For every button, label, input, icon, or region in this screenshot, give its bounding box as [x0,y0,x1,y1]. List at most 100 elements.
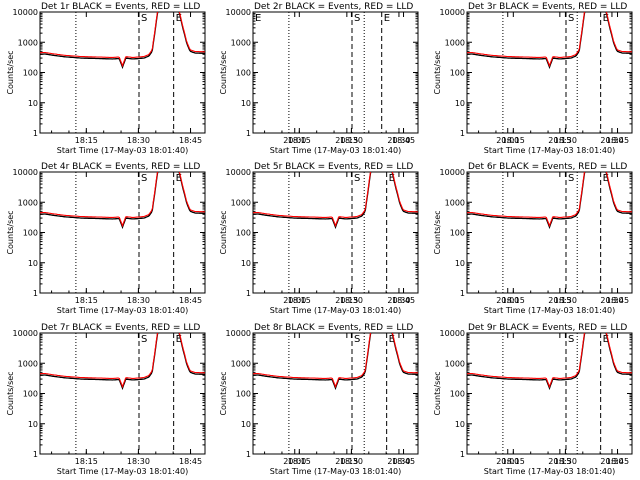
detector-panel-2: Det 2r BLACK = Events, RED = LLD 1 10 100 10… [219,2,623,155]
y-axis-label: Counts/sec [6,50,15,94]
x-tick-label: 18:30 [340,457,363,466]
detector-panel-4: Det 4r BLACK = Events, RED = LLD 1 10 100 10… [6,162,410,315]
x-tick-label: 18:30 [340,296,363,305]
y-tick-label: 10000 [226,329,251,338]
interval-marker-label: S [141,334,147,345]
x-tick-label: 20:00 [283,136,306,145]
y-tick-label: 100 [236,229,251,238]
x-tick-label: 20:15 [548,296,571,305]
y-axis-label: Counts/sec [433,50,442,94]
x-tick-label: 18:30 [127,136,150,145]
x-tick-label: 20:00 [283,457,306,466]
y-tick-label: 10000 [13,8,38,17]
y-axis-label: Counts/sec [433,210,442,254]
panel-title: Det 8r BLACK = Events, RED = LLD [254,323,413,333]
x-tick-label: 20:15 [548,457,571,466]
x-tick-label: 18:30 [340,136,363,145]
lld-curve [467,333,632,389]
x-tick-label: 18:15 [502,296,525,305]
x-axis-label: Start Time (17-May-03 18:01:40) [57,467,188,476]
y-tick-label: 1 [460,289,465,298]
y-tick-label: 1 [460,129,465,138]
interval-marker-label: S [354,13,360,24]
x-tick-label: 18:45 [392,136,415,145]
x-tick-label: 18:45 [606,136,629,145]
x-tick-label: 20:30 [387,136,410,145]
plot-frame [39,11,206,134]
x-axis-label: Start Time (17-May-03 18:01:40) [484,146,615,155]
interval-marker-label: E [176,334,182,345]
y-tick-label: 100 [236,69,251,78]
y-tick-label: 1000 [18,38,38,47]
y-axis-label: Counts/sec [433,371,442,415]
panel-title: Det 4r BLACK = Events, RED = LLD [41,162,200,172]
panel-title: Det 2r BLACK = Events, RED = LLD [254,2,413,12]
detector-panel-3: Det 3r BLACK = Events, RED = LLD 1 10 100 10… [433,2,633,155]
interval-marker-label: E [389,334,395,345]
x-tick-label: 18:15 [502,136,525,145]
y-tick-label: 1 [246,289,251,298]
panel-title: Det 1r BLACK = Events, RED = LLD [41,2,200,12]
x-tick-label: 20:00 [496,136,519,145]
plot-frame [252,11,419,134]
x-tick-label: 20:30 [600,136,623,145]
lld-curve [467,12,632,68]
lld-curve [40,333,205,389]
y-axis-label: Counts/sec [219,210,228,254]
lld-curve [253,333,418,389]
interval-marker-label: S [354,334,360,345]
interval-marker-label: E [603,173,609,184]
plot-frame [39,171,206,294]
y-tick-label: 10000 [13,168,38,177]
x-tick-label: 20:15 [548,136,571,145]
interval-marker-label: E [176,173,182,184]
y-tick-label: 1000 [445,38,465,47]
y-tick-label: 1 [246,129,251,138]
detector-panel-7: Det 7r BLACK = Events, RED = LLD 1 10 100 10… [6,323,410,476]
x-axis-label: Start Time (17-May-03 18:01:40) [484,467,615,476]
x-axis-label: Start Time (17-May-03 18:01:40) [57,146,188,155]
y-tick-label: 100 [450,390,465,399]
y-tick-label: 10 [455,99,465,108]
panel-title: Det 6r BLACK = Events, RED = LLD [468,162,627,172]
y-tick-label: 1 [33,450,38,459]
y-tick-label: 10 [28,420,38,429]
x-tick-label: 18:30 [554,136,577,145]
interval-marker-label: S [568,13,574,24]
y-tick-label: 1 [33,289,38,298]
x-tick-label: 20:30 [387,296,410,305]
y-tick-label: 1 [460,450,465,459]
y-tick-label: 100 [23,390,38,399]
y-axis-label: Counts/sec [6,210,15,254]
detector-panel-8: Det 8r BLACK = Events, RED = LLD 1 10 100 10… [219,323,623,476]
y-tick-label: 10 [241,420,251,429]
x-axis-label: Start Time (17-May-03 18:01:40) [270,467,401,476]
y-tick-label: 10000 [226,8,251,17]
x-tick-label: 18:15 [288,136,311,145]
interval-marker-label: E [603,334,609,345]
lld-curve [40,172,205,228]
interval-marker-label: E [389,173,395,184]
y-tick-label: 100 [450,69,465,78]
lld-curve [40,12,205,68]
y-tick-label: 10 [241,99,251,108]
y-tick-label: 1000 [231,198,251,207]
x-tick-label: 18:15 [75,296,98,305]
y-tick-label: 100 [23,69,38,78]
x-tick-label: 18:45 [392,457,415,466]
y-tick-label: 1 [246,450,251,459]
x-tick-label: 20:30 [600,296,623,305]
interval-marker-label: S [354,173,360,184]
detector-panel-6: Det 6r BLACK = Events, RED = LLD 1 10 100 10… [433,162,633,315]
x-tick-label: 18:30 [554,457,577,466]
x-tick-label: 20:30 [600,457,623,466]
y-tick-label: 1000 [231,38,251,47]
x-tick-label: 18:45 [179,457,202,466]
y-tick-label: 10000 [440,329,465,338]
x-tick-label: 18:15 [288,457,311,466]
y-axis-label: Counts/sec [6,371,15,415]
lld-curve [253,172,418,228]
x-tick-label: 18:15 [75,457,98,466]
interval-marker-label: E [176,13,182,24]
x-tick-label: 18:30 [127,457,150,466]
